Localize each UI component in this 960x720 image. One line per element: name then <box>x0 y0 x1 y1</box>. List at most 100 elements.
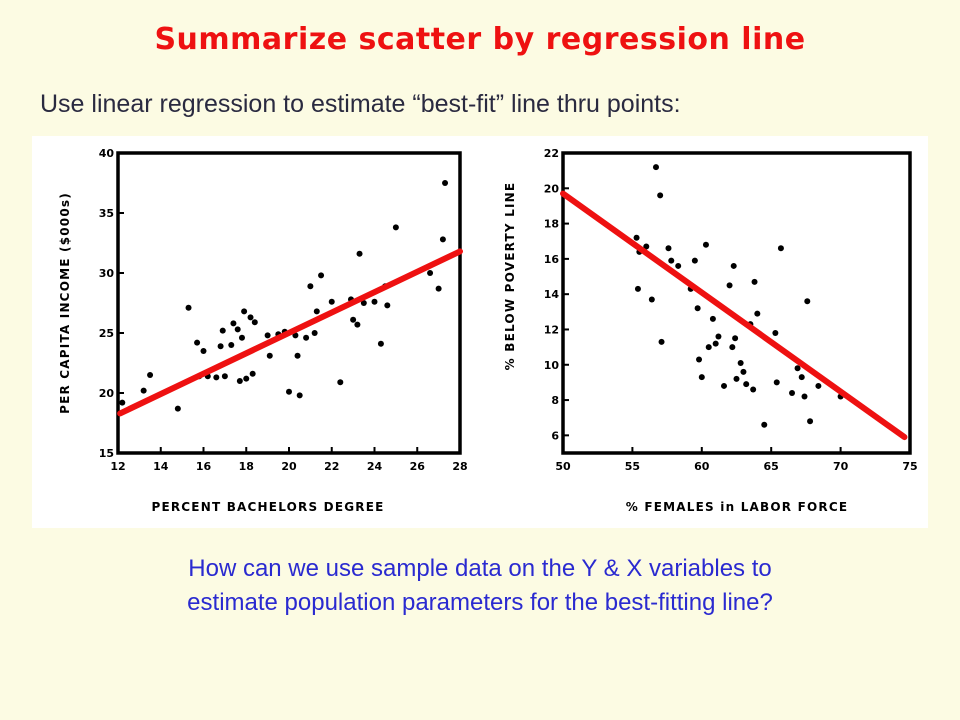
chart-2-regression-line <box>560 190 908 441</box>
chart-1-data-point <box>241 308 248 315</box>
chart-2-data-point <box>702 241 709 248</box>
chart-2-data-point <box>801 393 808 400</box>
chart-2-data-point <box>658 338 665 345</box>
chart-1-data-point <box>384 302 391 309</box>
chart-1-data-point <box>251 319 258 326</box>
chart-2-data-point <box>668 257 675 264</box>
chart-1-data-point <box>147 372 154 378</box>
chart-1-plot-frame <box>116 151 462 455</box>
chart-2-data-point <box>777 245 784 252</box>
chart-2-data-point <box>657 192 664 199</box>
chart-1-x-tick-label: 12 <box>110 460 125 473</box>
chart-2-x-tick-label: 60 <box>694 460 710 473</box>
chart-2-y-tick-label: 8 <box>551 394 559 407</box>
chart-1-data-point <box>140 387 147 394</box>
chart-2-data-point <box>634 285 641 292</box>
chart-1-data-point <box>354 321 361 328</box>
chart-2-data-point <box>737 360 744 366</box>
chart-1-data-point <box>294 352 301 359</box>
question-line-1: How can we use sample data on the Y & X … <box>188 555 772 582</box>
chart-2-y-tick-label: 12 <box>544 323 559 336</box>
chart-2-data-point <box>740 368 747 375</box>
chart-1-y-axis-label: PER CAPITA INCOME ($000s) <box>58 192 72 414</box>
chart-2-x-tick-label: 65 <box>764 460 779 473</box>
chart-2-data-point <box>694 305 701 312</box>
chart-1-data-point <box>377 340 384 347</box>
chart-2-data-point <box>750 386 757 393</box>
chart-2-data-point <box>794 365 801 372</box>
chart-2-data-point <box>648 296 655 303</box>
chart-1-data-point <box>247 314 254 321</box>
chart-1-data-point <box>328 298 335 305</box>
chart-1-data-point <box>174 405 181 412</box>
scatter-figure: 12 14 16 18 20 22 24 26 28 15 20 25 30 35 40 PERCENT BA… <box>32 136 928 528</box>
chart-1-x-tick-label: 16 <box>196 460 212 473</box>
chart-1-data-point <box>350 316 357 323</box>
chart-1-data-point <box>313 308 320 315</box>
chart-2-data-point <box>698 374 705 381</box>
chart-1-data-point <box>221 373 228 380</box>
chart-2-data-point <box>709 315 716 322</box>
question-line-2: estimate population parameters for the b… <box>187 589 773 616</box>
chart-1-y-tick-label: 20 <box>99 387 115 400</box>
chart-2-data-point <box>726 282 733 289</box>
chart-1-y-tick-label: 40 <box>99 147 115 160</box>
chart-2-y-tick-label: 10 <box>544 359 560 372</box>
chart-1-x-tick-label: 28 <box>452 460 467 473</box>
chart-2-data-point <box>807 418 814 425</box>
chart-1-data-point <box>311 330 318 336</box>
chart-1-data-point <box>337 379 344 386</box>
chart-2-data-point <box>729 344 736 351</box>
chart-1-data-point <box>264 332 271 339</box>
chart-1-x-tick-label: 26 <box>410 460 426 473</box>
question-text: How can we use sample data on the Y & X … <box>60 552 900 620</box>
chart-2-x-tick-label: 55 <box>625 460 640 473</box>
chart-2-data-point <box>772 330 779 336</box>
chart-2-y-tick-label: 14 <box>544 288 560 301</box>
chart-2-data-point <box>798 374 805 381</box>
chart-1-data-point <box>292 332 299 339</box>
chart-2-data-point <box>643 243 650 250</box>
slide-title: Summarize scatter by regression line <box>154 22 806 57</box>
chart-1-data-point <box>296 392 303 399</box>
chart-1-data-point <box>266 352 273 359</box>
chart-2-data-point <box>789 390 796 396</box>
chart-2-data-point <box>691 257 698 264</box>
chart-1-data-point <box>217 343 224 350</box>
chart-1-data-point <box>307 283 314 290</box>
chart-2-y-tick-label: 18 <box>544 218 559 231</box>
chart-1-x-tick-label: 22 <box>324 460 339 473</box>
chart-2-y-tick-label: 22 <box>544 147 559 160</box>
chart-2-data-point <box>721 382 728 389</box>
chart-2-data-point <box>761 421 768 428</box>
chart-1-data-point <box>119 399 126 406</box>
chart-2-plot-frame <box>561 151 912 455</box>
chart-1-data-point <box>238 334 245 341</box>
chart-2-y-axis-label: % BELOW POVERTY LINE <box>503 182 517 371</box>
chart-1-x-tick-label: 18 <box>239 460 254 473</box>
chart-1-data-point <box>243 375 250 382</box>
chart-2-data-point <box>665 245 672 252</box>
chart-1-data-point <box>213 374 220 381</box>
chart-2-data-point <box>732 335 739 342</box>
chart-1-regression-line <box>117 248 463 417</box>
chart-2-data-point <box>675 262 682 269</box>
chart-2-data-point <box>705 344 712 351</box>
chart-2-data-point <box>652 164 659 171</box>
chart-2-y-tick-label: 6 <box>551 429 559 442</box>
chart-1-data-point <box>236 378 243 384</box>
chart-1-y-tick-label: 15 <box>99 447 114 460</box>
chart-1-data-point <box>371 298 378 305</box>
chart-1-data-point <box>439 236 446 243</box>
chart-2-data-point <box>815 382 822 389</box>
chart-2-y-tick-label: 20 <box>544 182 560 195</box>
chart-2-data-point <box>743 381 750 388</box>
chart-1-x-tick-label: 20 <box>281 460 297 473</box>
chart-1-data-point <box>303 334 310 341</box>
slide-subtitle: Use linear regression to estimate “best-… <box>40 90 681 118</box>
chart-1-x-tick-label: 24 <box>367 460 383 473</box>
chart-1-data-point <box>318 272 325 279</box>
chart-2-x-tick-label: 75 <box>902 460 917 473</box>
chart-2-data-point <box>754 310 761 317</box>
chart-2-y-tick-label: 16 <box>544 253 560 266</box>
